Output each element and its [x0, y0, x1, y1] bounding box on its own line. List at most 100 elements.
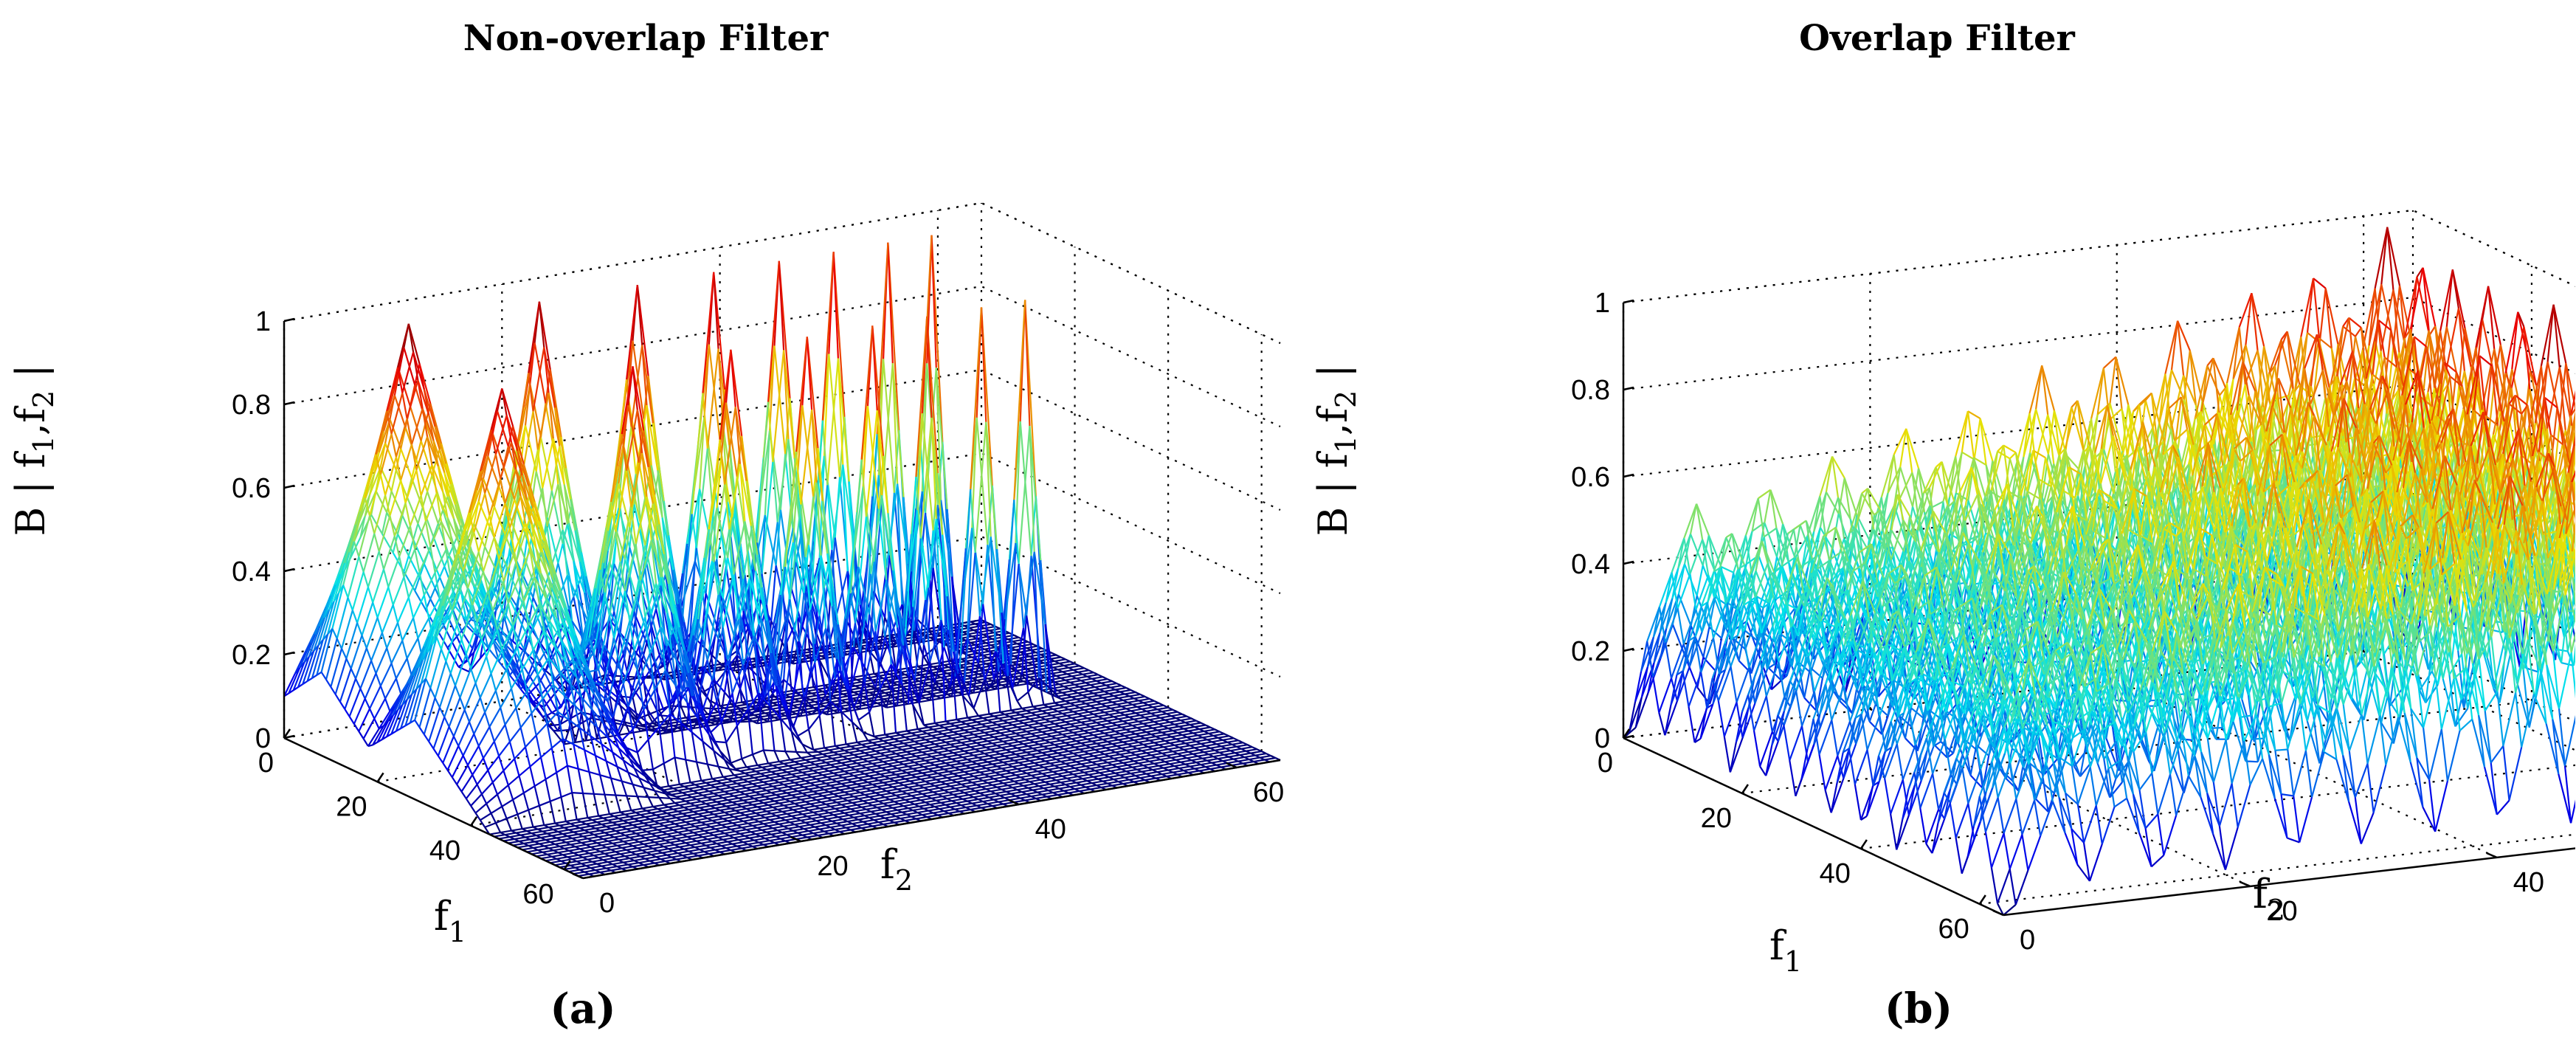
mesh-segment [1110, 768, 1122, 772]
mesh-segment [521, 573, 534, 599]
mesh-segment [891, 363, 899, 484]
mesh-segment [951, 735, 963, 739]
mesh-segment [683, 561, 696, 598]
mesh-segment [831, 464, 844, 551]
mesh-segment [1220, 743, 1232, 748]
mesh-segment [1026, 666, 1038, 670]
mesh-segment [1175, 757, 1187, 761]
mesh-segment [1119, 689, 1131, 693]
mesh-segment [1157, 706, 1169, 711]
mesh-segment [1181, 732, 1194, 736]
mesh-segment [993, 713, 1005, 717]
mesh-segment [1042, 708, 1054, 712]
mesh-segment [1044, 624, 1051, 689]
mesh-segment [811, 753, 823, 757]
mesh-segment [1136, 725, 1148, 729]
mesh-segment [827, 753, 839, 757]
mesh-segment [1065, 677, 1077, 681]
mesh-segment [878, 756, 890, 761]
mesh-segment [1048, 745, 1060, 750]
mesh-segment [970, 307, 983, 489]
mesh-segment [1255, 753, 1267, 756]
mesh-segment [1031, 751, 1043, 756]
mesh-segment [903, 740, 915, 745]
mesh-segment [1108, 753, 1120, 757]
mesh-segment [1033, 551, 1040, 678]
mesh-segment [1194, 766, 1206, 770]
mesh-segment [604, 619, 610, 675]
mesh-segment [938, 646, 945, 666]
mesh-segment [826, 694, 833, 715]
mesh-segment [982, 632, 995, 635]
mesh-segment [978, 734, 990, 738]
mesh-segment [1060, 759, 1072, 762]
mesh-segment [1012, 627, 1025, 689]
mesh-segment [1142, 727, 1153, 731]
mesh-segment [1018, 739, 1030, 743]
mesh-segment [1042, 750, 1054, 754]
mesh-segment [706, 348, 719, 449]
mesh-segment [1032, 745, 1044, 750]
mesh-segment [901, 684, 914, 706]
mesh-segment [980, 307, 987, 422]
mesh-segment [878, 673, 890, 677]
mesh-segment [761, 573, 767, 605]
mesh-segment [897, 745, 909, 748]
mesh-segment [887, 242, 894, 364]
mesh-segment [736, 655, 743, 703]
mesh-segment [892, 763, 904, 768]
mesh-segment [965, 742, 977, 746]
mesh-segment [638, 646, 645, 680]
mesh-segment [897, 483, 909, 565]
mesh-segment [921, 413, 934, 531]
mesh-segment [990, 747, 1002, 751]
mesh-segment [1040, 560, 1046, 624]
mesh-segment [1094, 747, 1106, 751]
mesh-segment [1019, 421, 1032, 556]
mesh-segment [978, 755, 990, 759]
mesh-segment [1079, 725, 1091, 730]
mesh-segment [867, 759, 879, 762]
mesh-segment [970, 661, 982, 665]
mesh-segment [1129, 756, 1141, 760]
mesh-segment [1026, 728, 1038, 733]
mesh-segment [1006, 726, 1018, 730]
mesh-segment [814, 615, 821, 644]
mesh-segment [708, 719, 720, 722]
mesh-segment [961, 739, 973, 744]
mesh-segment [1012, 743, 1024, 747]
mesh-segment [1091, 676, 1103, 680]
mesh-segment [1173, 770, 1184, 773]
mesh-segment [1073, 667, 1085, 671]
mesh-segment [1080, 720, 1092, 723]
mesh-segment [767, 719, 779, 722]
mesh-segment [857, 697, 869, 702]
mesh-segment [699, 416, 705, 489]
mesh-segment [1189, 742, 1201, 747]
mesh-segment [1174, 722, 1186, 725]
mesh-segment [990, 537, 1003, 613]
mesh-segment [990, 725, 1002, 730]
mesh-segment [1222, 737, 1234, 741]
mesh-segment [954, 765, 967, 769]
mesh-segment [1066, 692, 1078, 696]
mesh-segment [767, 760, 779, 765]
mesh-segment [1059, 702, 1071, 706]
mesh-segment [1205, 743, 1217, 747]
mesh-segment [1160, 715, 1172, 719]
mesh-segment [869, 752, 881, 756]
mesh-segment [1049, 688, 1056, 703]
mesh-segment [947, 733, 959, 737]
mesh-segment [1024, 756, 1036, 760]
mesh-segment [892, 742, 904, 746]
mesh-segment [546, 490, 553, 518]
mesh-segment [959, 725, 971, 729]
mesh-segment [1001, 745, 1013, 749]
mesh-segment [981, 721, 992, 725]
mesh-segment [814, 644, 827, 695]
mesh-segment [1115, 749, 1127, 753]
mesh-segment [982, 604, 995, 680]
mesh-segment [964, 748, 976, 752]
mesh-segment [1119, 731, 1131, 735]
mesh-segment [871, 746, 883, 750]
